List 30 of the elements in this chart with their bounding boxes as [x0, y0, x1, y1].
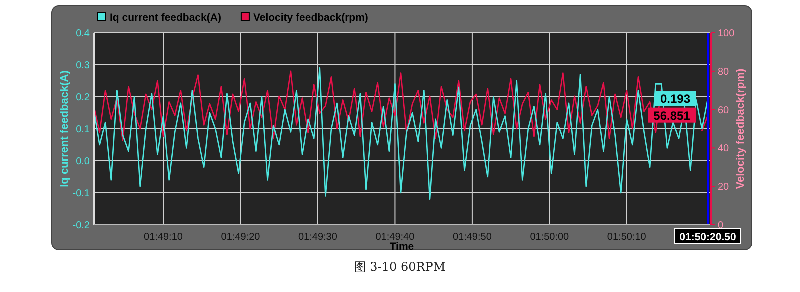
y2-axis-title: Velocity feedback(rpm): [735, 68, 747, 190]
y-tick-label: 0.0: [76, 156, 90, 168]
y-tick-label: 0.1: [76, 124, 90, 136]
y2-tick-label: 60: [718, 105, 730, 116]
x-tick-label: 01:49:10: [144, 232, 184, 243]
legend-label: Velocity feedback(rpm): [253, 12, 368, 24]
y-axis-title: Iq current feedback(A): [59, 70, 71, 188]
line-series: [93, 68, 709, 200]
y-tick-label: -0.1: [72, 188, 90, 200]
data-label: 56.851: [654, 108, 691, 123]
data-label: 0.193: [660, 92, 691, 106]
y2-tick-label: 20: [718, 182, 730, 194]
x-tick-label: 01:49:30: [298, 232, 338, 243]
x-tick-label: 01:49:50: [452, 232, 492, 243]
x-tick-label: 01:49:20: [221, 232, 261, 243]
y-tick-label: 0.3: [76, 60, 90, 72]
y-tick-label: -0.2: [72, 220, 90, 232]
y2-tick-label: 100: [718, 28, 736, 40]
y-tick-label: 0.2: [76, 92, 90, 104]
x-tick-label: 01:50:00: [530, 232, 570, 243]
x-axis-title: Time: [390, 241, 414, 253]
y2-tick-label: 80: [718, 66, 730, 78]
caption: 图 3-10 60RPM: [354, 260, 446, 274]
legend-label: Iq current feedback(A): [110, 12, 222, 24]
x-tick-label: 01:49:40: [376, 232, 416, 243]
x-tick-label: 01:50:10: [607, 232, 647, 243]
y2-tick-label: 40: [718, 144, 730, 155]
annotation: 01:50:20.50: [680, 232, 736, 244]
y2-tick-label: 0: [718, 220, 724, 232]
y-tick-label: 0.4: [76, 28, 90, 40]
